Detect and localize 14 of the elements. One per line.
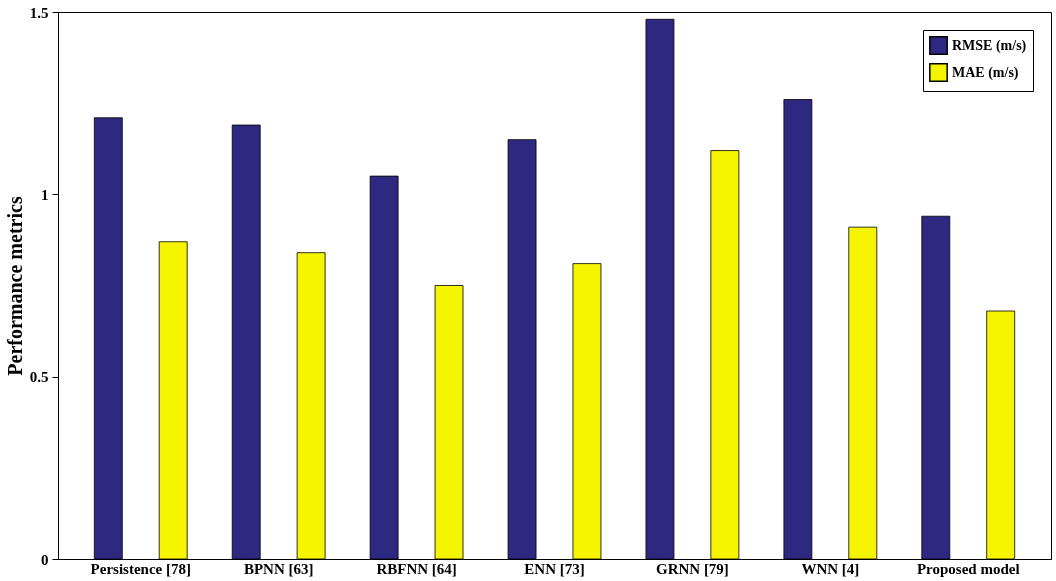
x-tick-label: WNN [4] [801,560,860,577]
x-tick-label: RBFNN [64] [376,560,457,577]
y-tick-label: 0.5 [29,369,49,386]
y-tick-label: 0 [41,551,49,568]
x-tick-label: GRNN [79] [655,560,729,577]
y-tick-label: 1 [41,186,49,203]
y-tick-label: 1.5 [29,4,49,21]
legend-label: MAE (m/s) [952,64,1019,81]
x-tick-label: Proposed model [916,560,1020,577]
x-tick-label: BPNN [63] [243,560,314,577]
y-axis-title: Performance metrics [3,196,26,376]
x-tick-label: Persistence [78] [90,560,191,577]
legend-label: RMSE (m/s) [952,37,1027,54]
x-tick-label: ENN [73] [524,560,585,577]
